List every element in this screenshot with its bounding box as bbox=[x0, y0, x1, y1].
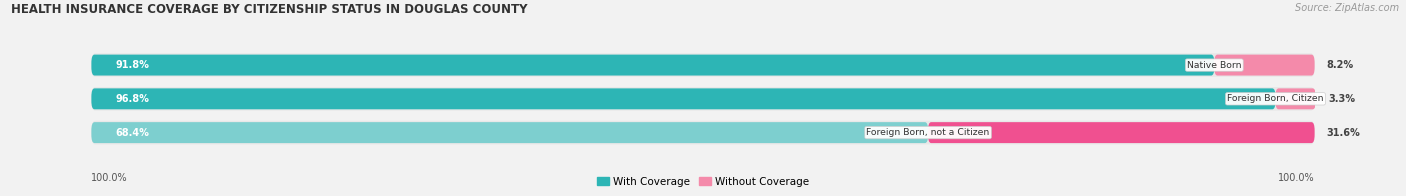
Text: 31.6%: 31.6% bbox=[1327, 128, 1361, 138]
Text: Foreign Born, not a Citizen: Foreign Born, not a Citizen bbox=[866, 128, 990, 137]
FancyBboxPatch shape bbox=[91, 55, 1215, 75]
Text: 100.0%: 100.0% bbox=[1278, 173, 1315, 183]
Text: Source: ZipAtlas.com: Source: ZipAtlas.com bbox=[1295, 3, 1399, 13]
Text: 96.8%: 96.8% bbox=[115, 94, 149, 104]
Text: HEALTH INSURANCE COVERAGE BY CITIZENSHIP STATUS IN DOUGLAS COUNTY: HEALTH INSURANCE COVERAGE BY CITIZENSHIP… bbox=[11, 3, 527, 16]
FancyBboxPatch shape bbox=[1215, 55, 1315, 75]
Text: 3.3%: 3.3% bbox=[1329, 94, 1355, 104]
Legend: With Coverage, Without Coverage: With Coverage, Without Coverage bbox=[592, 172, 814, 191]
FancyBboxPatch shape bbox=[91, 122, 928, 143]
Text: 8.2%: 8.2% bbox=[1327, 60, 1354, 70]
FancyBboxPatch shape bbox=[91, 87, 1315, 111]
FancyBboxPatch shape bbox=[91, 121, 1315, 144]
Text: 91.8%: 91.8% bbox=[115, 60, 149, 70]
Text: Foreign Born, Citizen: Foreign Born, Citizen bbox=[1227, 94, 1323, 103]
Text: 100.0%: 100.0% bbox=[91, 173, 128, 183]
FancyBboxPatch shape bbox=[1275, 88, 1316, 109]
Text: 68.4%: 68.4% bbox=[115, 128, 149, 138]
Text: Native Born: Native Born bbox=[1187, 61, 1241, 70]
FancyBboxPatch shape bbox=[928, 122, 1315, 143]
FancyBboxPatch shape bbox=[91, 53, 1315, 77]
FancyBboxPatch shape bbox=[91, 88, 1275, 109]
